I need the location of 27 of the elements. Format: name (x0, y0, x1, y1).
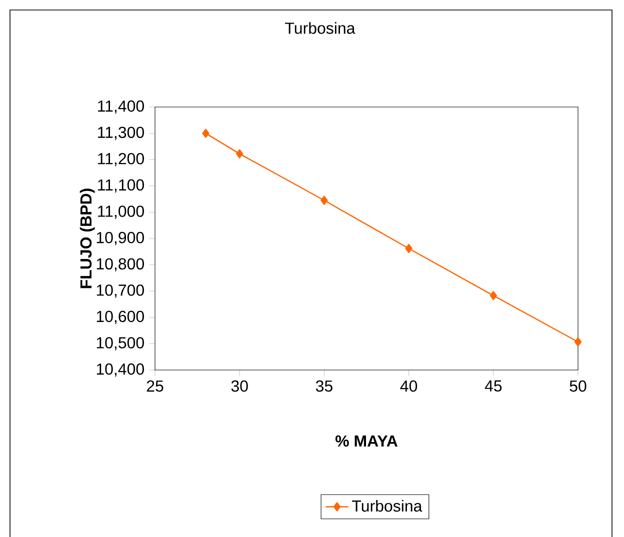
x-axis-title: % MAYA (335, 435, 398, 447)
point (202, 128, 210, 138)
x-tick-label: 40 (400, 380, 418, 392)
y-tick-label: 11,200 (98, 153, 144, 166)
x-tick-label: 50 (570, 380, 586, 392)
y-tick-label: 10,600 (96, 310, 144, 324)
x-tick-label: 30 (231, 380, 248, 392)
y-tick-label: 10,700 (96, 284, 144, 298)
point (236, 149, 244, 158)
y-tick-label: 11,400 (98, 100, 144, 114)
y-tick-label: 11,000 (98, 206, 144, 219)
y-tick-label: 10,900 (96, 232, 144, 246)
chart-title: Turbosina (285, 22, 356, 34)
y-tick-label: 10,500 (96, 337, 144, 350)
x-tick-label: 25 (146, 380, 164, 392)
y-tick-label: 10,800 (96, 258, 144, 272)
point (320, 196, 328, 205)
x-tick-label: 45 (484, 380, 502, 392)
x-tick-label: 35 (316, 380, 332, 392)
point (490, 290, 498, 300)
legend-label: Turbosina (352, 500, 422, 512)
point (574, 337, 582, 346)
y-tick-label: 11,300 (98, 126, 144, 140)
y-tick-label: 11,100 (98, 179, 144, 193)
y-tick-label: 10,400 (96, 363, 144, 377)
point (405, 244, 412, 254)
y-axis-title: FLUJO (BPD) (80, 188, 95, 288)
